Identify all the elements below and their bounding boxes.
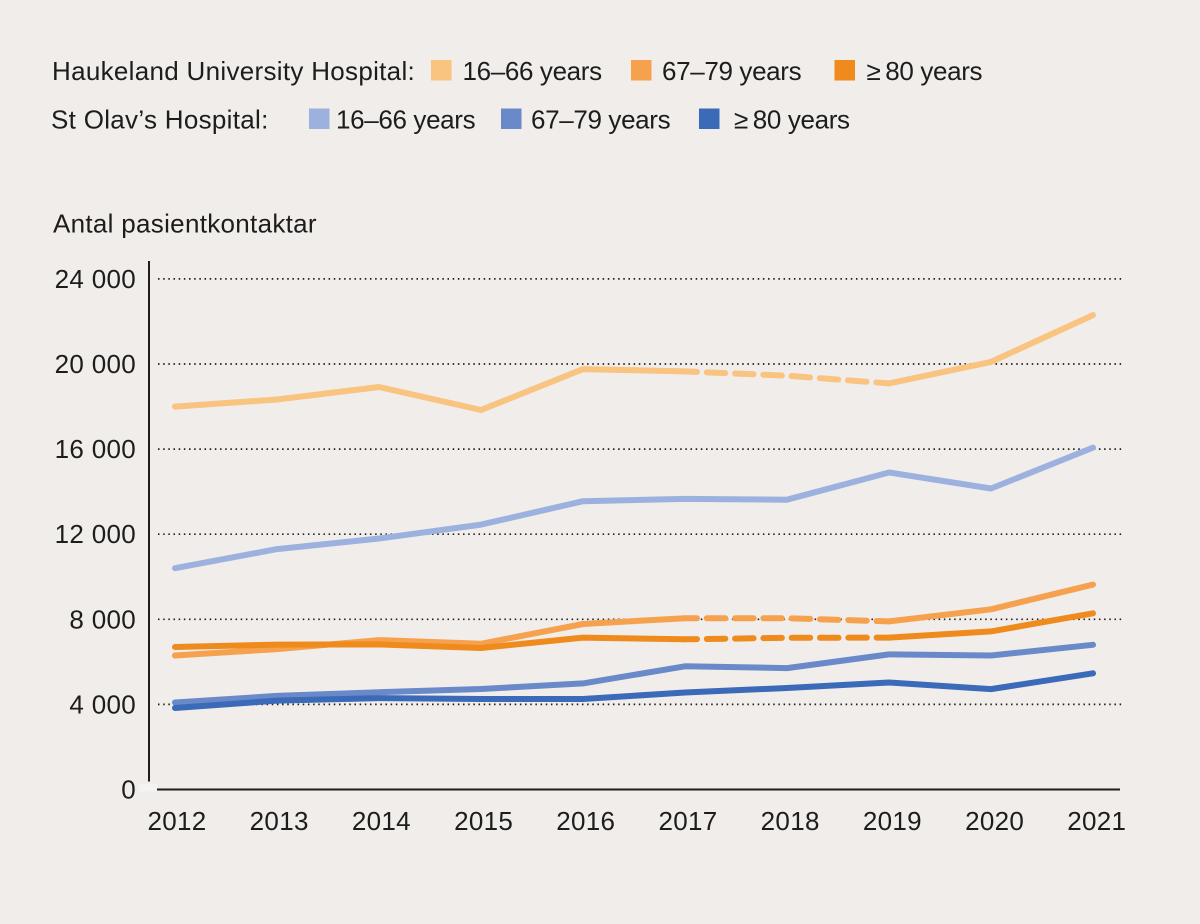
- svg-text:2013: 2013: [250, 806, 309, 836]
- svg-text:St Olav’s Hospital:: St Olav’s Hospital:: [51, 105, 269, 135]
- svg-text:12 000: 12 000: [55, 519, 136, 549]
- svg-text:Haukeland University Hospital:: Haukeland University Hospital:: [52, 56, 415, 86]
- svg-text:8 000: 8 000: [69, 604, 136, 634]
- svg-text:2021: 2021: [1067, 806, 1126, 836]
- svg-text:≥ 80 years: ≥ 80 years: [867, 56, 983, 86]
- svg-text:67–79 years: 67–79 years: [662, 56, 802, 86]
- svg-text:2018: 2018: [761, 806, 820, 836]
- svg-text:20 000: 20 000: [55, 349, 136, 379]
- svg-text:24 000: 24 000: [55, 264, 136, 294]
- svg-text:2017: 2017: [658, 806, 717, 836]
- svg-text:2012: 2012: [147, 806, 206, 836]
- svg-text:2016: 2016: [556, 806, 615, 836]
- svg-text:0: 0: [121, 775, 136, 805]
- svg-text:2020: 2020: [965, 806, 1024, 836]
- svg-text:Antal pasientkontaktar: Antal pasientkontaktar: [53, 209, 317, 239]
- svg-text:≥ 80 years: ≥ 80 years: [734, 105, 850, 135]
- svg-text:4 000: 4 000: [69, 689, 136, 719]
- svg-text:67–79 years: 67–79 years: [531, 105, 671, 135]
- svg-text:16 000: 16 000: [55, 434, 136, 464]
- svg-text:16–66 years: 16–66 years: [463, 56, 603, 86]
- svg-text:2014: 2014: [352, 806, 411, 836]
- svg-text:2015: 2015: [454, 806, 513, 836]
- svg-text:2019: 2019: [863, 806, 922, 836]
- svg-text:16–66 years: 16–66 years: [336, 105, 476, 135]
